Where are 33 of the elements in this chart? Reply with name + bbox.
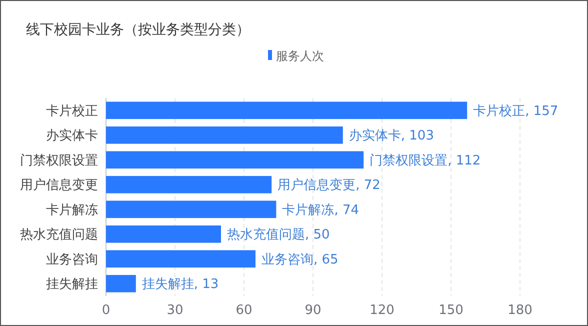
legend-label: 服务人次	[276, 49, 324, 63]
bar	[106, 250, 256, 268]
bar	[106, 102, 468, 120]
x-tick-label: 150	[438, 303, 464, 318]
x-tick-label: 30	[166, 303, 184, 318]
bar	[106, 274, 136, 292]
y-tick-label: 挂失解挂	[46, 277, 98, 292]
y-tick-label: 热水充值问题	[20, 228, 98, 243]
data-label: 热水充值问题, 50	[227, 228, 330, 243]
x-tick-label: 0	[102, 303, 110, 318]
y-tick-label: 用户信息变更	[20, 178, 98, 194]
y-tick-label: 业务咨询	[46, 252, 98, 268]
chart-title: 线下校园卡业务（按业务类型分类）	[26, 22, 250, 38]
bar	[106, 225, 221, 243]
y-tick-label: 卡片校正	[46, 104, 98, 119]
bar	[106, 151, 364, 169]
x-tick-label: 120	[370, 303, 394, 318]
data-label: 用户信息变更, 72	[278, 178, 380, 194]
x-tick-label: 180	[508, 303, 532, 318]
x-tick-label: 90	[304, 303, 322, 318]
y-tick-label: 卡片解冻	[46, 202, 98, 218]
bar	[106, 176, 272, 194]
x-tick-label: 60	[236, 303, 252, 318]
bar	[106, 126, 343, 144]
data-label: 门禁权限设置, 112	[370, 152, 481, 168]
data-label: 挂失解挂, 13	[142, 277, 219, 292]
bar	[106, 200, 276, 218]
data-label: 业务咨询, 65	[262, 252, 338, 268]
data-label: 办实体卡, 103	[348, 128, 434, 144]
y-tick-label: 办实体卡	[46, 128, 98, 144]
y-tick-label: 门禁权限设置	[20, 152, 98, 168]
data-label: 卡片校正, 157	[473, 104, 558, 119]
data-label: 卡片解冻, 74	[282, 202, 360, 218]
